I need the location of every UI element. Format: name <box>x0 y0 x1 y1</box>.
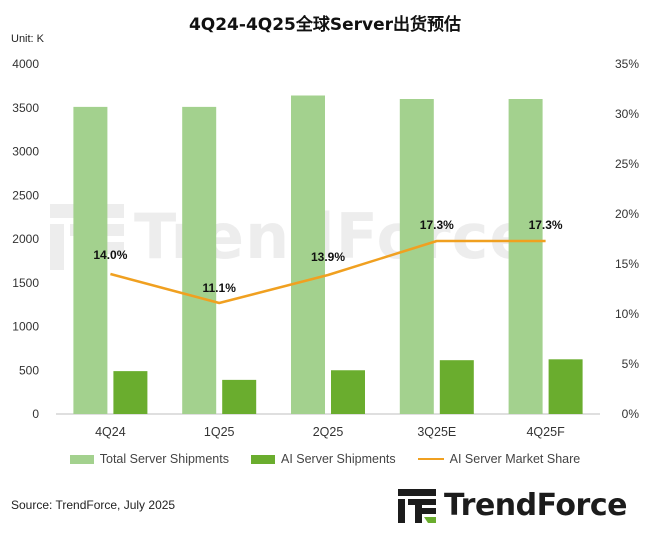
source-note: Source: TrendForce, July 2025 <box>11 498 176 512</box>
y-left-tick-label: 2000 <box>12 232 39 246</box>
brand-logo: TrendForce <box>398 488 627 523</box>
legend-label-total: Total Server Shipments <box>99 452 229 466</box>
y-axis-left: 0 500 1000 1500 2000 2500 3000 3500 4000 <box>12 57 39 421</box>
legend-item-share: AI Server Market Share <box>417 452 581 466</box>
bar-total <box>73 106 108 414</box>
unit-label: Unit: K <box>11 33 45 45</box>
y-right-tick-label: 25% <box>615 157 639 171</box>
x-tick-label: 2Q25 <box>313 425 344 439</box>
legend-label-ai: AI Server Shipments <box>280 452 396 466</box>
bar-total <box>399 99 434 414</box>
series-ai-server-shipments <box>113 359 583 414</box>
y-left-tick-label: 3000 <box>12 145 39 159</box>
bar-ai <box>548 359 583 414</box>
bar-total <box>291 95 325 414</box>
legend-swatch-share <box>417 458 444 460</box>
y-right-tick-label: 35% <box>615 57 639 71</box>
x-tick-label: 4Q25F <box>526 425 565 439</box>
x-tick-label: 1Q25 <box>204 425 235 439</box>
legend-item-total: Total Server Shipments <box>69 452 229 466</box>
series-ai-market-share-line <box>110 239 546 305</box>
y-left-tick-label: 1500 <box>12 276 39 290</box>
legend-label-share: AI Server Market Share <box>449 452 581 466</box>
share-data-label: 14.0% <box>93 248 127 262</box>
bar-ai <box>113 371 148 414</box>
y-left-tick-label: 500 <box>19 363 39 377</box>
trendforce-logo-icon <box>398 488 436 523</box>
y-left-tick-label: 4000 <box>12 57 39 71</box>
bar-total <box>182 106 217 414</box>
bar-ai <box>439 360 474 414</box>
y-right-tick-label: 0% <box>622 407 640 421</box>
y-left-tick-label: 1000 <box>12 320 39 334</box>
share-data-label: 17.3% <box>529 218 563 232</box>
y-left-tick-label: 3500 <box>12 101 39 115</box>
bar-ai <box>331 370 365 414</box>
chart-plot: 0 500 1000 1500 2000 2500 3000 3500 4000 0% 5% 10%… <box>12 57 639 439</box>
share-data-label: 17.3% <box>420 218 454 232</box>
y-left-tick-label: 2500 <box>12 188 39 202</box>
brand-name: TrendForce <box>444 488 627 523</box>
y-right-tick-label: 5% <box>622 357 640 371</box>
share-data-label: 13.9% <box>311 250 345 264</box>
y-left-tick-label: 0 <box>32 407 39 421</box>
legend: Total Server Shipments AI Server Shipmen… <box>0 452 650 466</box>
y-right-tick-label: 30% <box>615 107 639 121</box>
x-axis-labels: 4Q24 1Q25 2Q25 3Q25E 4Q25F <box>95 425 565 439</box>
legend-swatch-ai <box>250 454 275 464</box>
legend-item-ai: AI Server Shipments <box>250 452 396 466</box>
y-right-tick-label: 10% <box>615 307 639 321</box>
legend-swatch-total <box>69 454 94 464</box>
chart-title: 4Q24-4Q25全球Server出货预估 <box>188 15 462 35</box>
y-right-tick-label: 15% <box>615 257 639 271</box>
market-share-data-labels: 14.0% 11.1% 13.9% 17.3% 17.3% <box>93 218 563 295</box>
share-data-label: 11.1% <box>203 281 237 295</box>
x-tick-label: 4Q24 <box>95 425 126 439</box>
y-axis-right: 0% 5% 10% 15% 20% 25% 30% 35% <box>615 57 639 421</box>
bar-ai <box>222 379 257 414</box>
y-right-tick-label: 20% <box>615 207 639 221</box>
x-tick-label: 3Q25E <box>417 425 456 439</box>
bar-total <box>508 99 543 414</box>
series-total-server-shipments <box>73 95 543 414</box>
